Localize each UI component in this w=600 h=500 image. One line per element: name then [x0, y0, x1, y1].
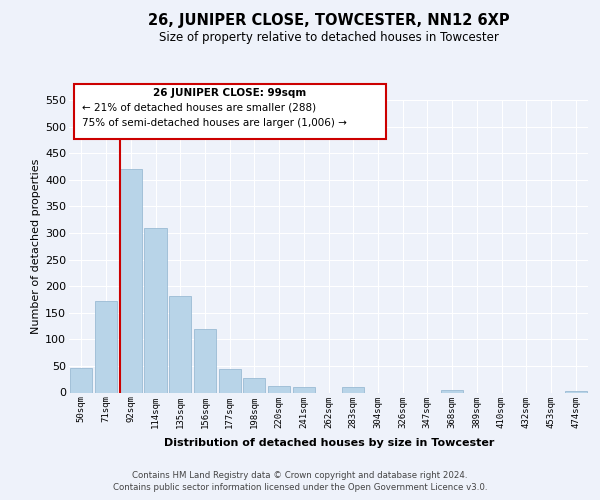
Bar: [145, 228, 167, 392]
Bar: [95, 301, 117, 392]
Text: 75% of semi-detached houses are larger (1,006) →: 75% of semi-detached houses are larger (…: [82, 118, 347, 128]
Bar: [119, 169, 142, 392]
Text: Size of property relative to detached houses in Towcester: Size of property relative to detached ho…: [159, 31, 499, 44]
Bar: [268, 386, 290, 392]
Bar: [218, 368, 241, 392]
Bar: [565, 391, 587, 392]
Text: 26, JUNIPER CLOSE, TOWCESTER, NN12 6XP: 26, JUNIPER CLOSE, TOWCESTER, NN12 6XP: [148, 12, 509, 28]
Bar: [342, 386, 364, 392]
FancyBboxPatch shape: [74, 84, 386, 140]
Text: Contains public sector information licensed under the Open Government Licence v3: Contains public sector information licen…: [113, 484, 487, 492]
Text: 26 JUNIPER CLOSE: 99sqm: 26 JUNIPER CLOSE: 99sqm: [153, 88, 307, 99]
Y-axis label: Number of detached properties: Number of detached properties: [31, 158, 41, 334]
Bar: [293, 387, 315, 392]
Text: Distribution of detached houses by size in Towcester: Distribution of detached houses by size …: [164, 438, 494, 448]
Bar: [169, 296, 191, 392]
Text: Contains HM Land Registry data © Crown copyright and database right 2024.: Contains HM Land Registry data © Crown c…: [132, 472, 468, 480]
Bar: [194, 328, 216, 392]
Bar: [243, 378, 265, 392]
Text: ← 21% of detached houses are smaller (288): ← 21% of detached houses are smaller (28…: [82, 103, 316, 113]
Bar: [441, 390, 463, 392]
Bar: [70, 368, 92, 392]
